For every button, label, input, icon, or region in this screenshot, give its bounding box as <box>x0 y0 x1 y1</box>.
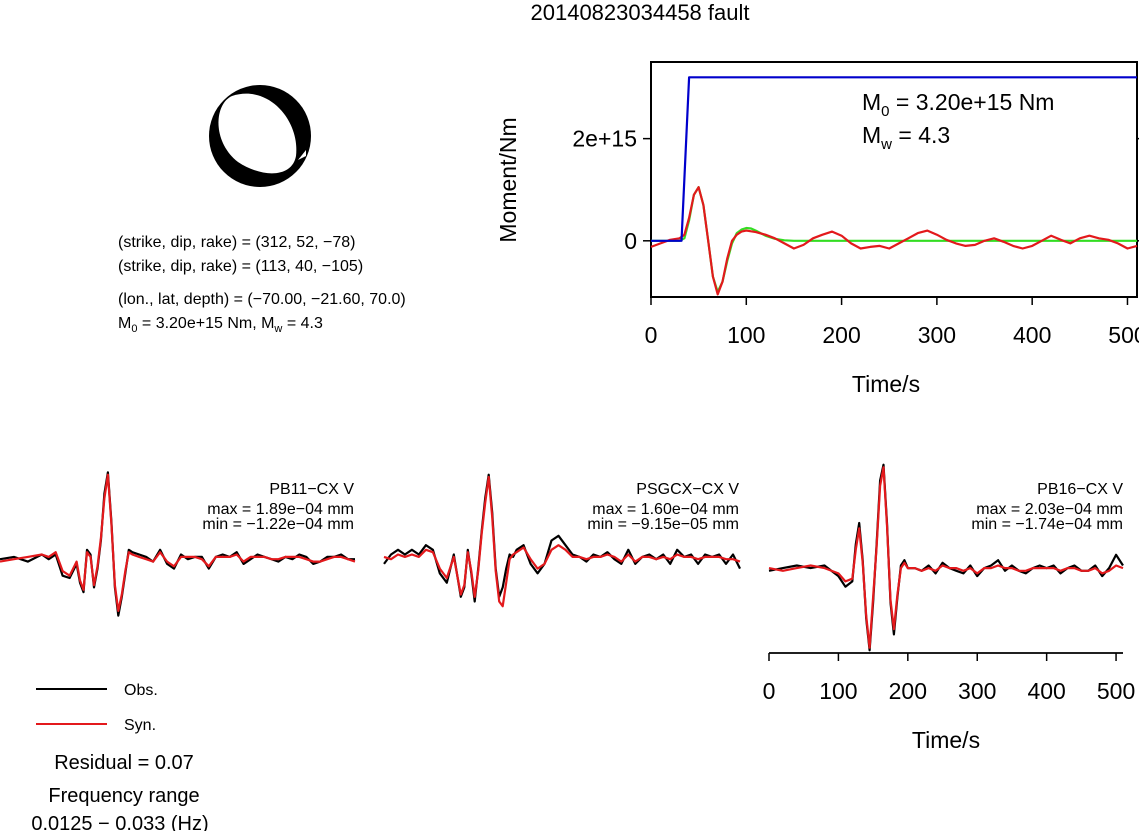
moment-x-label: Time/s <box>852 371 920 397</box>
moment-y-ticks: 0 2e+15 <box>572 126 1139 254</box>
moment-m0-annotation: M0 = 3.20e+15 Nm <box>862 89 1054 120</box>
legend-syn-label: Syn. <box>124 717 156 734</box>
moment-series-group <box>650 76 1138 296</box>
min-label: min = −9.15e−05 mm <box>587 516 739 533</box>
legend-obs-label: Obs. <box>124 682 158 699</box>
moment-mw-annotation: Mw = 4.3 <box>862 122 950 153</box>
time-tick-label: 400 <box>1027 678 1065 704</box>
time-tick-label: 100 <box>819 678 857 704</box>
moment-chart-frame <box>650 61 1138 298</box>
moment-chart: 0 100 200 300 400 500 0 2e+15 Time/s Moment/Nm… <box>495 61 1139 397</box>
nodal-plane-1: (strike, dip, rake) = (312, 52, −78) <box>118 234 355 251</box>
x-tick-label: 100 <box>727 322 765 348</box>
waveform-time-axis: 0 100 200 300 400 500 <box>763 652 1135 704</box>
mechanism-info: (strike, dip, rake) = (312, 52, −78) (st… <box>118 234 406 335</box>
waveform-panel-pb16: PB16−CX V max = 2.03e−04 mm min = −1.74e… <box>763 463 1135 753</box>
synthetic-trace <box>0 473 356 612</box>
time-tick-label: 300 <box>958 678 996 704</box>
time-tick-label: 500 <box>1097 678 1135 704</box>
legend: Obs. Syn. Residual = 0.07 Frequency rang… <box>31 682 208 831</box>
station-label: PSGCX−CX V <box>636 481 739 498</box>
waveform-x-label: Time/s <box>912 727 980 753</box>
min-label: min = −1.74e−04 mm <box>971 516 1123 533</box>
synthetic-trace <box>383 475 741 608</box>
time-tick-label: 200 <box>889 678 927 704</box>
x-tick-label: 0 <box>645 322 658 348</box>
y-tick-label: 0 <box>624 228 637 254</box>
moment-series-2 <box>650 186 1138 296</box>
max-label: max = 2.03e−04 mm <box>976 501 1123 518</box>
x-tick-label: 200 <box>822 322 860 348</box>
nodal-plane-2: (strike, dip, rake) = (113, 40, −105) <box>118 258 363 275</box>
moment-line: M0 = 3.20e+15 Nm, Mw = 4.3 <box>118 315 323 335</box>
residual-text: Residual = 0.07 <box>54 752 194 774</box>
max-label: max = 1.60e−04 mm <box>592 501 739 518</box>
synthetic-trace <box>768 466 1124 649</box>
time-tick-label: 0 <box>763 678 776 704</box>
figure-title: 20140823034458 fault <box>531 0 750 25</box>
frequency-range: 0.0125 − 0.033 (Hz) <box>31 813 208 831</box>
frequency-title: Frequency range <box>48 785 199 807</box>
station-label: PB11−CX V <box>269 481 354 498</box>
x-tick-label: 500 <box>1108 322 1139 348</box>
observed-trace <box>768 463 1124 652</box>
moment-x-ticks: 0 100 200 300 400 500 <box>645 297 1139 348</box>
moment-series-0 <box>651 76 1137 242</box>
waveform-panel-psgcx: PSGCX−CX V max = 1.60e−04 mm min = −9.15… <box>383 473 741 608</box>
max-label: max = 1.89e−04 mm <box>207 501 354 518</box>
location-line: (lon., lat, depth) = (−70.00, −21.60, 70… <box>118 291 406 308</box>
x-tick-label: 400 <box>1013 322 1051 348</box>
focal-mechanism-beachball <box>209 85 311 187</box>
moment-y-label: Moment/Nm <box>495 117 521 242</box>
y-tick-label: 2e+15 <box>572 126 637 152</box>
station-label: PB16−CX V <box>1037 481 1123 498</box>
x-tick-label: 300 <box>918 322 956 348</box>
min-label: min = −1.22e−04 mm <box>202 516 354 533</box>
waveform-panel-pb11: PB11−CX V max = 1.89e−04 mm min = −1.22e… <box>0 471 356 617</box>
